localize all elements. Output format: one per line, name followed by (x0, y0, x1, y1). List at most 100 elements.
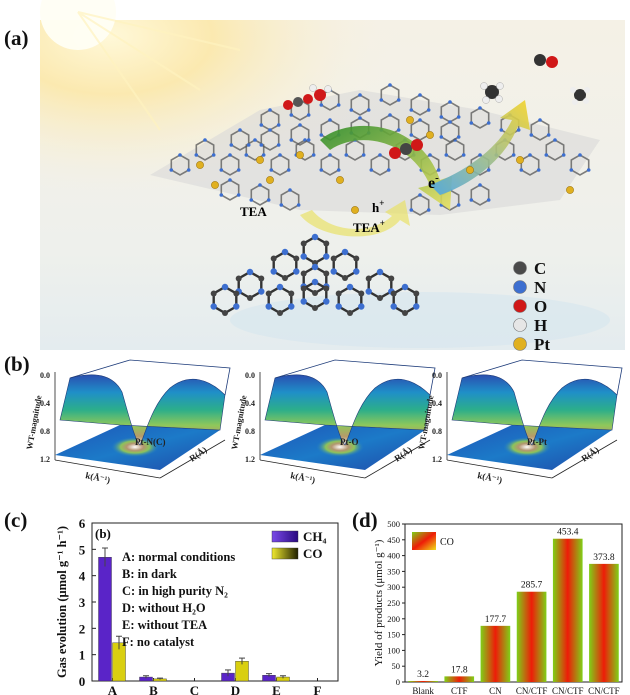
chart-c-ytick: 4 (79, 569, 86, 584)
chart-c-xtick: D (231, 683, 240, 695)
legend-swatch-ch4 (271, 530, 299, 543)
yield-value-label: 453.4 (557, 528, 579, 538)
chart-d-ytick: 100 (387, 645, 400, 655)
chart-d-xtick: CN/CTF (552, 686, 584, 695)
wavelet-zlabel: WT-magnitude (24, 394, 43, 450)
chart-d-ytick: 200 (387, 614, 400, 624)
wavelet-plot-1: 0.00.40.81.2WT-magnitudek(Å⁻¹)R(Å)Pt-N(C… (24, 359, 231, 485)
wavelet-peak-label: Pt-O (340, 437, 359, 447)
legend-label-co-d: CO (440, 537, 454, 548)
legend-swatch-pt (513, 337, 527, 351)
legend-label-o: O (534, 297, 547, 316)
wavelet-xlabel: k(Å⁻¹) (290, 470, 316, 485)
legend-swatch-co-d (412, 532, 436, 550)
yield-bar-2 (480, 625, 511, 682)
chart-c-ytick: 5 (79, 542, 86, 557)
chart-d-ytick: 0 (396, 677, 400, 687)
chart-d-xtick: CN (489, 686, 502, 695)
yield-bar-1 (444, 676, 475, 682)
chart-d-xtick: CN/CTF (516, 686, 548, 695)
chart-c-xtick: A (108, 683, 118, 695)
chart-c-ylabel: Gas evolution (μmol g⁻¹ h⁻¹) (55, 526, 69, 678)
legend-swatch-c (513, 261, 527, 275)
h2o-molecule (309, 84, 332, 101)
panel-label-c: (c) (4, 508, 28, 532)
wavelet-ztick: 1.2 (40, 455, 50, 464)
wavelet-ztick: 0.0 (40, 371, 50, 380)
legend-label-pt: Pt (534, 335, 550, 354)
chart-c-annotation: B: in dark (122, 567, 177, 581)
yield-value-label: 373.8 (593, 553, 615, 563)
panel-c-bar-chart: 0 1 2 3 4 5 6 A B C D E F Gas evolution (μmol g⁻¹ h⁻¹… (55, 516, 339, 695)
wavelet-peak-label: Pt-Pt (527, 437, 547, 447)
legend-swatch-n (513, 280, 527, 294)
yield-value-label: 285.7 (521, 581, 543, 591)
chart-c-ytick: 1 (79, 648, 86, 663)
legend-label-co: CO (303, 546, 323, 561)
yield-bar-0 (408, 680, 438, 682)
wavelet-peak-label: Pt-N(C) (135, 437, 166, 447)
chart-d-xtick: Blank (412, 686, 434, 695)
chart-c-xtick: E (272, 683, 281, 695)
wavelet-ztick: 0.8 (40, 427, 50, 436)
tea-label: TEA (240, 204, 267, 219)
yield-bar-3 (516, 591, 547, 682)
wavelet-ztick: 0.8 (432, 427, 442, 436)
yield-value-label: 17.8 (451, 665, 468, 675)
legend-swatch-co (271, 547, 299, 560)
chart-d-ytick: 450 (387, 535, 400, 545)
chart-d-ytick: 50 (392, 661, 401, 671)
panel-label-d: (d) (352, 508, 378, 532)
legend-label-ch4: CH₄ (303, 529, 327, 544)
wavelet-ztick: 0.4 (432, 399, 442, 408)
ch4-molecule (480, 82, 504, 104)
wavelet-xlabel: k(Å⁻¹) (477, 470, 503, 485)
chart-d-ytick: 350 (387, 566, 400, 576)
chart-d-ytick: 400 (387, 551, 400, 561)
chart-d-ytick: 150 (387, 630, 400, 640)
co2-reduction-arrow (430, 100, 530, 195)
legend-swatch-o (513, 299, 527, 313)
tea-plus-label: TEA+ (353, 218, 385, 235)
wavelet-ztick: 0.4 (245, 399, 255, 408)
chart-c-annotation: C: in high purity N₂ (122, 584, 228, 598)
chart-d-ytick: 300 (387, 582, 400, 592)
framework-sheet (150, 90, 600, 215)
wavelet-zlabel: WT-magnitude (229, 394, 248, 450)
chart-d-ytick: 500 (387, 519, 400, 529)
chart-c-annotation: D: without H₂O (122, 601, 206, 615)
legend-label-n: N (534, 278, 547, 297)
chart-c-ytick: 2 (79, 621, 86, 636)
wavelet-ztick: 0.4 (40, 399, 50, 408)
chart-c-ytick: 0 (79, 674, 86, 689)
legend-label-h: H (534, 316, 547, 335)
co2-molecule (389, 139, 423, 159)
wavelet-ztick: 0.8 (245, 427, 255, 436)
chart-c-ytick: 6 (79, 516, 86, 531)
molecular-framework (169, 83, 591, 316)
legend-label-c: C (534, 259, 546, 278)
chart-d-ylabel: Yield of products (μmol g⁻¹) (373, 539, 385, 666)
chart-c-ytick: 3 (79, 595, 86, 610)
wavelet-ztick: 0.0 (245, 371, 255, 380)
chart-c-annotation: A: normal conditions (122, 550, 235, 564)
hole-transfer-arrow (300, 200, 410, 237)
chart-d-xtick: CN/CTF (588, 686, 620, 695)
yield-bar-4 (552, 538, 583, 682)
chart-c-xtick: B (149, 683, 158, 695)
co2-molecule (283, 94, 313, 110)
chart-c-inset-label: (b) (95, 526, 111, 541)
hole-label: h+ (372, 198, 384, 215)
chart-c-xtick: F (314, 683, 322, 695)
co-molecule (534, 54, 558, 68)
chart-d-ytick: 250 (387, 598, 400, 608)
wavelet-ztick: 0.0 (432, 371, 442, 380)
pt-atoms (196, 116, 574, 214)
panel-d-bar-chart: 0 50 100 150 200 250 300 350 400 450 500 3.2 Blank 17… (373, 519, 623, 695)
sun-icon (40, 0, 116, 50)
